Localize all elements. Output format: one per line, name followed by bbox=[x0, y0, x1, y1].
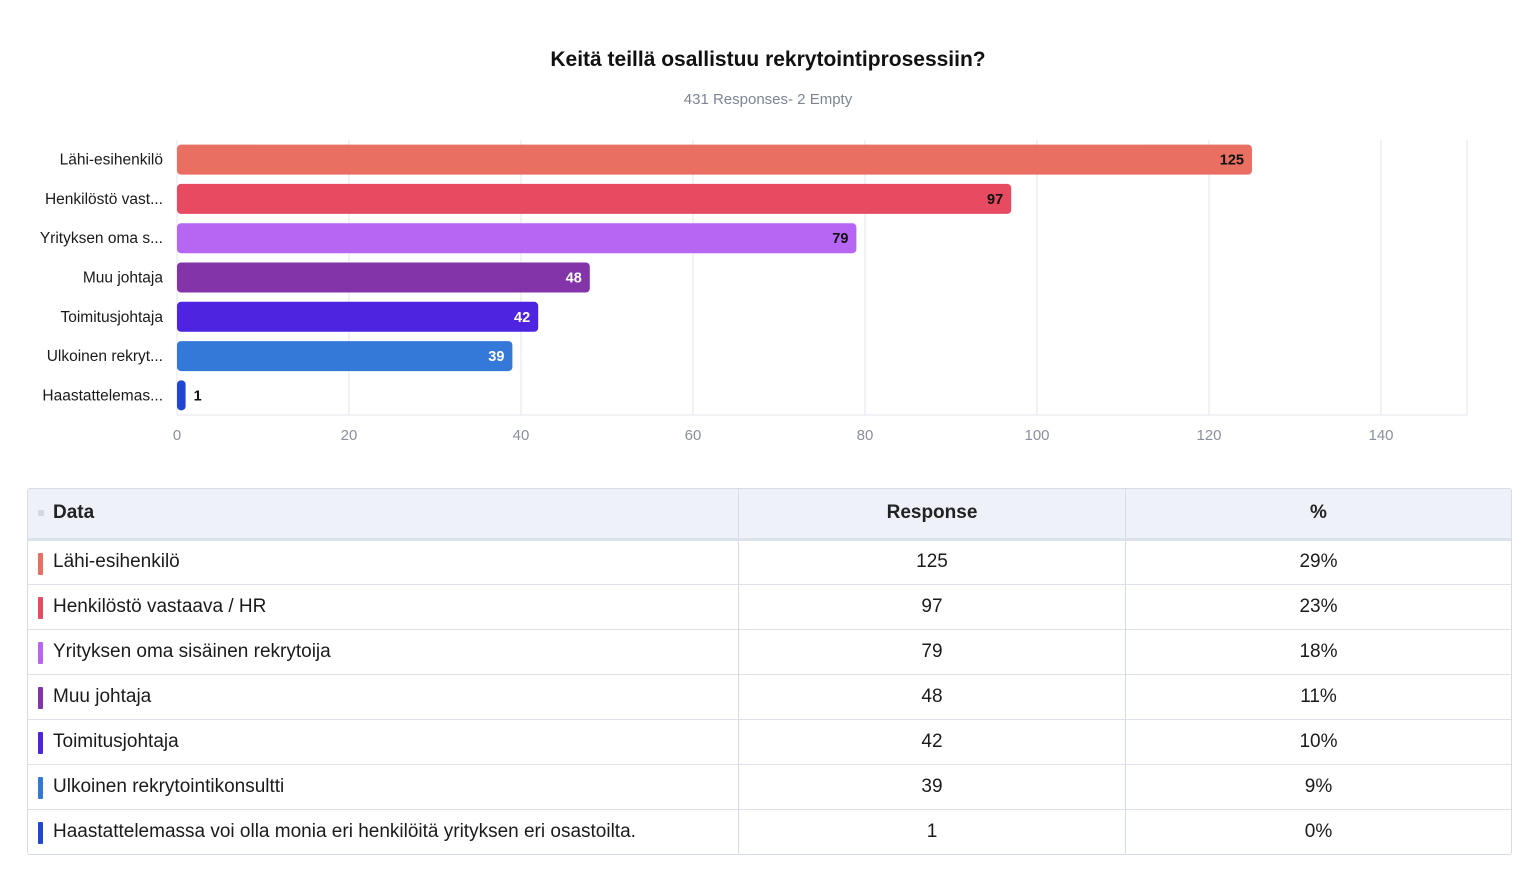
row-percent: 9% bbox=[1304, 775, 1333, 797]
row-label: Henkilöstö vastaava / HR bbox=[53, 595, 267, 617]
header-data-label: Data bbox=[53, 502, 95, 524]
value-label: 125 bbox=[1220, 153, 1244, 169]
category-label: Lähi-esihenkilö bbox=[60, 152, 163, 169]
table-row: Henkilöstö vastaava / HR 97 23% bbox=[28, 584, 1511, 629]
bar bbox=[177, 380, 186, 411]
bar bbox=[177, 262, 590, 293]
row-label: Yrityksen oma sisäinen rekrytoija bbox=[53, 640, 331, 662]
table-row: Ulkoinen rekrytointikonsultti 39 9% bbox=[28, 764, 1511, 809]
table-row: Haastattelemassa voi olla monia eri henk… bbox=[28, 809, 1511, 854]
row-response: 125 bbox=[738, 539, 1126, 584]
value-label: 1 bbox=[194, 388, 202, 404]
x-tick-label: 0 bbox=[173, 427, 181, 444]
table-row: Muu johtaja 48 11% bbox=[28, 674, 1511, 719]
row-label-cell: Henkilöstö vastaava / HR bbox=[28, 584, 739, 629]
color-swatch bbox=[38, 596, 43, 619]
row-label-cell: Haastattelemassa voi olla monia eri henk… bbox=[28, 809, 739, 854]
table-row: Yrityksen oma sisäinen rekrytoija 79 18% bbox=[28, 629, 1511, 674]
x-tick-label: 60 bbox=[685, 427, 702, 444]
row-percent: 0% bbox=[1304, 820, 1333, 842]
row-label-cell: Toimitusjohtaja bbox=[28, 719, 739, 764]
value-label: 39 bbox=[488, 349, 504, 365]
row-label: Toimitusjohtaja bbox=[53, 730, 179, 752]
category-label: Ulkoinen rekryt... bbox=[47, 348, 163, 365]
bar-chart: 0 20 40 60 80 100 120 140 Lähi-esihenkilö 125 Henk… bbox=[40, 140, 1468, 444]
row-response: 48 bbox=[738, 674, 1126, 719]
value-label: 97 bbox=[987, 192, 1003, 208]
row-label: Haastattelemassa voi olla monia eri henk… bbox=[53, 820, 636, 842]
category-label: Henkilöstö vast... bbox=[45, 191, 163, 208]
row-percent: 10% bbox=[1299, 730, 1338, 752]
row-label: Muu johtaja bbox=[53, 685, 152, 707]
bar bbox=[177, 301, 539, 332]
value-label: 79 bbox=[832, 231, 848, 247]
x-tick-label: 140 bbox=[1368, 427, 1393, 444]
row-percent: 11% bbox=[1300, 685, 1337, 707]
x-tick-label: 40 bbox=[513, 427, 530, 444]
bar bbox=[177, 144, 1252, 175]
color-swatch bbox=[38, 686, 43, 709]
value-label: 42 bbox=[514, 310, 530, 326]
row-response: 97 bbox=[738, 584, 1126, 629]
row-percent: 18% bbox=[1299, 640, 1338, 662]
row-label-cell: Lähi-esihenkilö bbox=[28, 539, 739, 584]
header-percent[interactable]: % bbox=[1310, 502, 1327, 524]
chart-title: Keitä teillä osallistuu rekrytointiprose… bbox=[550, 48, 986, 71]
category-label: Toimitusjohtaja bbox=[60, 309, 163, 326]
category-label: Haastattelemas... bbox=[42, 387, 163, 404]
chart-subtitle: 431 Responses- 2 Empty bbox=[683, 91, 853, 108]
table-header-row: Data Response % bbox=[28, 489, 1511, 539]
color-swatch bbox=[38, 821, 43, 844]
table-row: Toimitusjohtaja 42 10% bbox=[28, 719, 1511, 764]
row-label-cell: Muu johtaja bbox=[28, 674, 739, 719]
bar bbox=[177, 183, 1012, 214]
header-response[interactable]: Response bbox=[738, 489, 1126, 539]
row-label-cell: Yrityksen oma sisäinen rekrytoija bbox=[28, 629, 739, 674]
category-label: Muu johtaja bbox=[83, 270, 164, 287]
color-swatch bbox=[38, 552, 43, 575]
sort-handle-icon[interactable] bbox=[38, 510, 44, 516]
bar bbox=[177, 223, 857, 254]
value-label: 48 bbox=[566, 271, 582, 287]
x-tick-label: 120 bbox=[1196, 427, 1221, 444]
row-response: 79 bbox=[738, 629, 1126, 674]
color-swatch bbox=[38, 776, 43, 799]
data-table: Data Response % Lähi-esihenkilö 125 29% Hen… bbox=[27, 488, 1512, 855]
header-data[interactable]: Data bbox=[28, 489, 739, 539]
category-label: Yrityksen oma s... bbox=[40, 230, 163, 247]
row-response: 39 bbox=[738, 764, 1126, 809]
row-label: Lähi-esihenkilö bbox=[53, 551, 180, 572]
color-swatch bbox=[38, 641, 43, 664]
row-response: 1 bbox=[738, 809, 1126, 854]
row-percent: 23% bbox=[1299, 595, 1338, 617]
row-percent: 29% bbox=[1299, 551, 1338, 572]
row-response: 42 bbox=[738, 719, 1126, 764]
row-label-cell: Ulkoinen rekrytointikonsultti bbox=[28, 764, 739, 809]
row-label: Ulkoinen rekrytointikonsultti bbox=[53, 775, 285, 797]
x-tick-label: 100 bbox=[1024, 427, 1049, 444]
table-body: Lähi-esihenkilö 125 29% Henkilöstö vastaava… bbox=[28, 539, 1511, 854]
table-row: Lähi-esihenkilö 125 29% bbox=[28, 539, 1511, 584]
x-tick-label: 20 bbox=[341, 427, 358, 444]
color-swatch bbox=[38, 731, 43, 754]
bar bbox=[177, 341, 513, 372]
x-tick-label: 80 bbox=[857, 427, 874, 444]
